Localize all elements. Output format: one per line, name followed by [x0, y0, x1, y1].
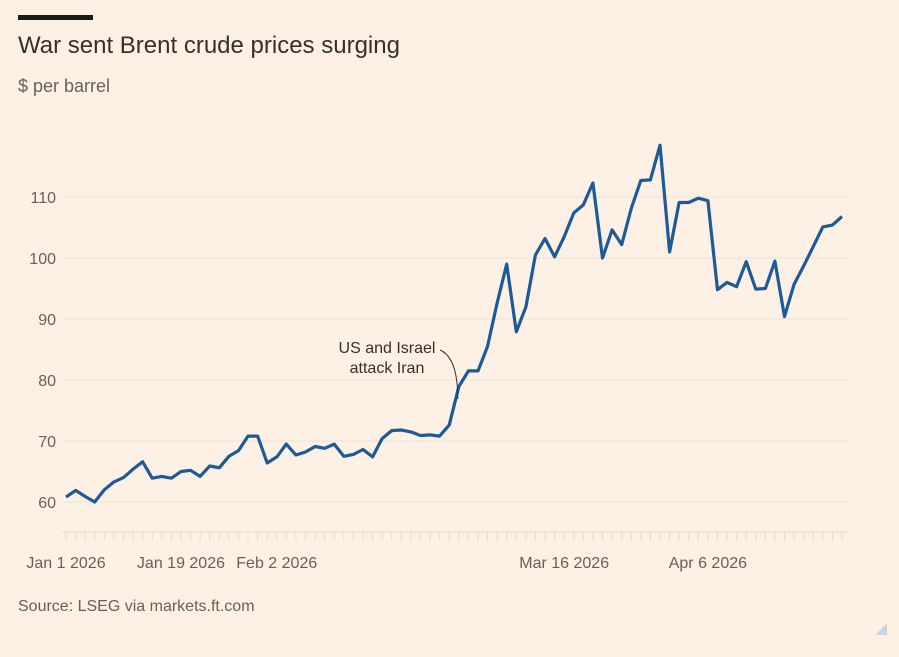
y-tick-label: 80: [38, 373, 56, 390]
source-note: Source: LSEG via markets.ft.com: [18, 598, 255, 615]
x-tick-label: Apr 6 2026: [669, 555, 747, 572]
resize-grip-icon[interactable]: [875, 623, 887, 635]
x-tick-label: Feb 2 2026: [236, 555, 317, 572]
annotation-label: attack Iran: [350, 360, 425, 377]
y-tick-label: 90: [38, 312, 56, 329]
annotation-leader: [439, 349, 459, 399]
chart-title: War sent Brent crude prices surging: [18, 32, 400, 59]
x-tick-label: Mar 16 2026: [519, 555, 609, 572]
x-tick-label: Jan 1 2026: [26, 555, 105, 572]
ft-header-rule: [18, 15, 93, 20]
brent-price-line: [65, 143, 844, 504]
x-tick-label: Jan 19 2026: [137, 555, 225, 572]
y-tick-label: 70: [38, 434, 56, 451]
y-tick-label: 110: [30, 190, 56, 207]
annotation-label: US and Israel: [339, 340, 436, 357]
chart-subtitle: $ per barrel: [18, 76, 111, 96]
y-tick-label: 100: [29, 251, 56, 268]
y-tick-label: 60: [38, 495, 56, 512]
